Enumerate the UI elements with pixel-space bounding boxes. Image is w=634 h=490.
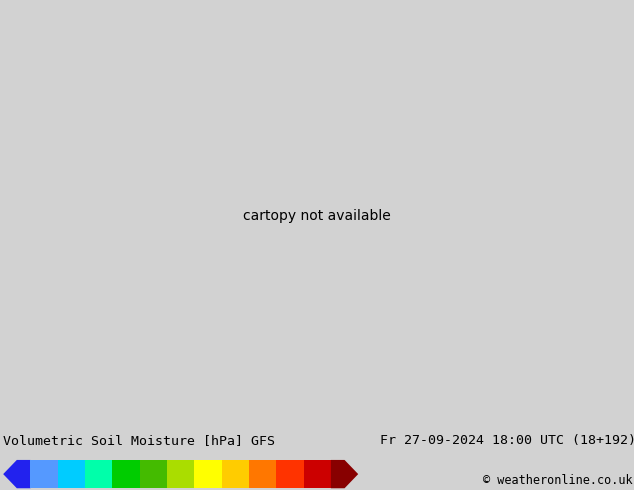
Polygon shape: [195, 460, 222, 488]
Polygon shape: [331, 460, 358, 488]
Polygon shape: [139, 460, 167, 488]
Text: Fr 27-09-2024 18:00 UTC (18+192): Fr 27-09-2024 18:00 UTC (18+192): [380, 434, 634, 447]
Polygon shape: [112, 460, 139, 488]
Polygon shape: [222, 460, 249, 488]
Polygon shape: [30, 460, 58, 488]
Polygon shape: [304, 460, 331, 488]
Polygon shape: [3, 460, 30, 488]
Text: © weatheronline.co.uk: © weatheronline.co.uk: [483, 474, 633, 487]
Text: cartopy not available: cartopy not available: [243, 209, 391, 223]
Polygon shape: [85, 460, 112, 488]
Polygon shape: [58, 460, 85, 488]
Polygon shape: [249, 460, 276, 488]
Text: Volumetric Soil Moisture [hPa] GFS: Volumetric Soil Moisture [hPa] GFS: [3, 434, 275, 447]
Polygon shape: [276, 460, 304, 488]
Polygon shape: [167, 460, 195, 488]
